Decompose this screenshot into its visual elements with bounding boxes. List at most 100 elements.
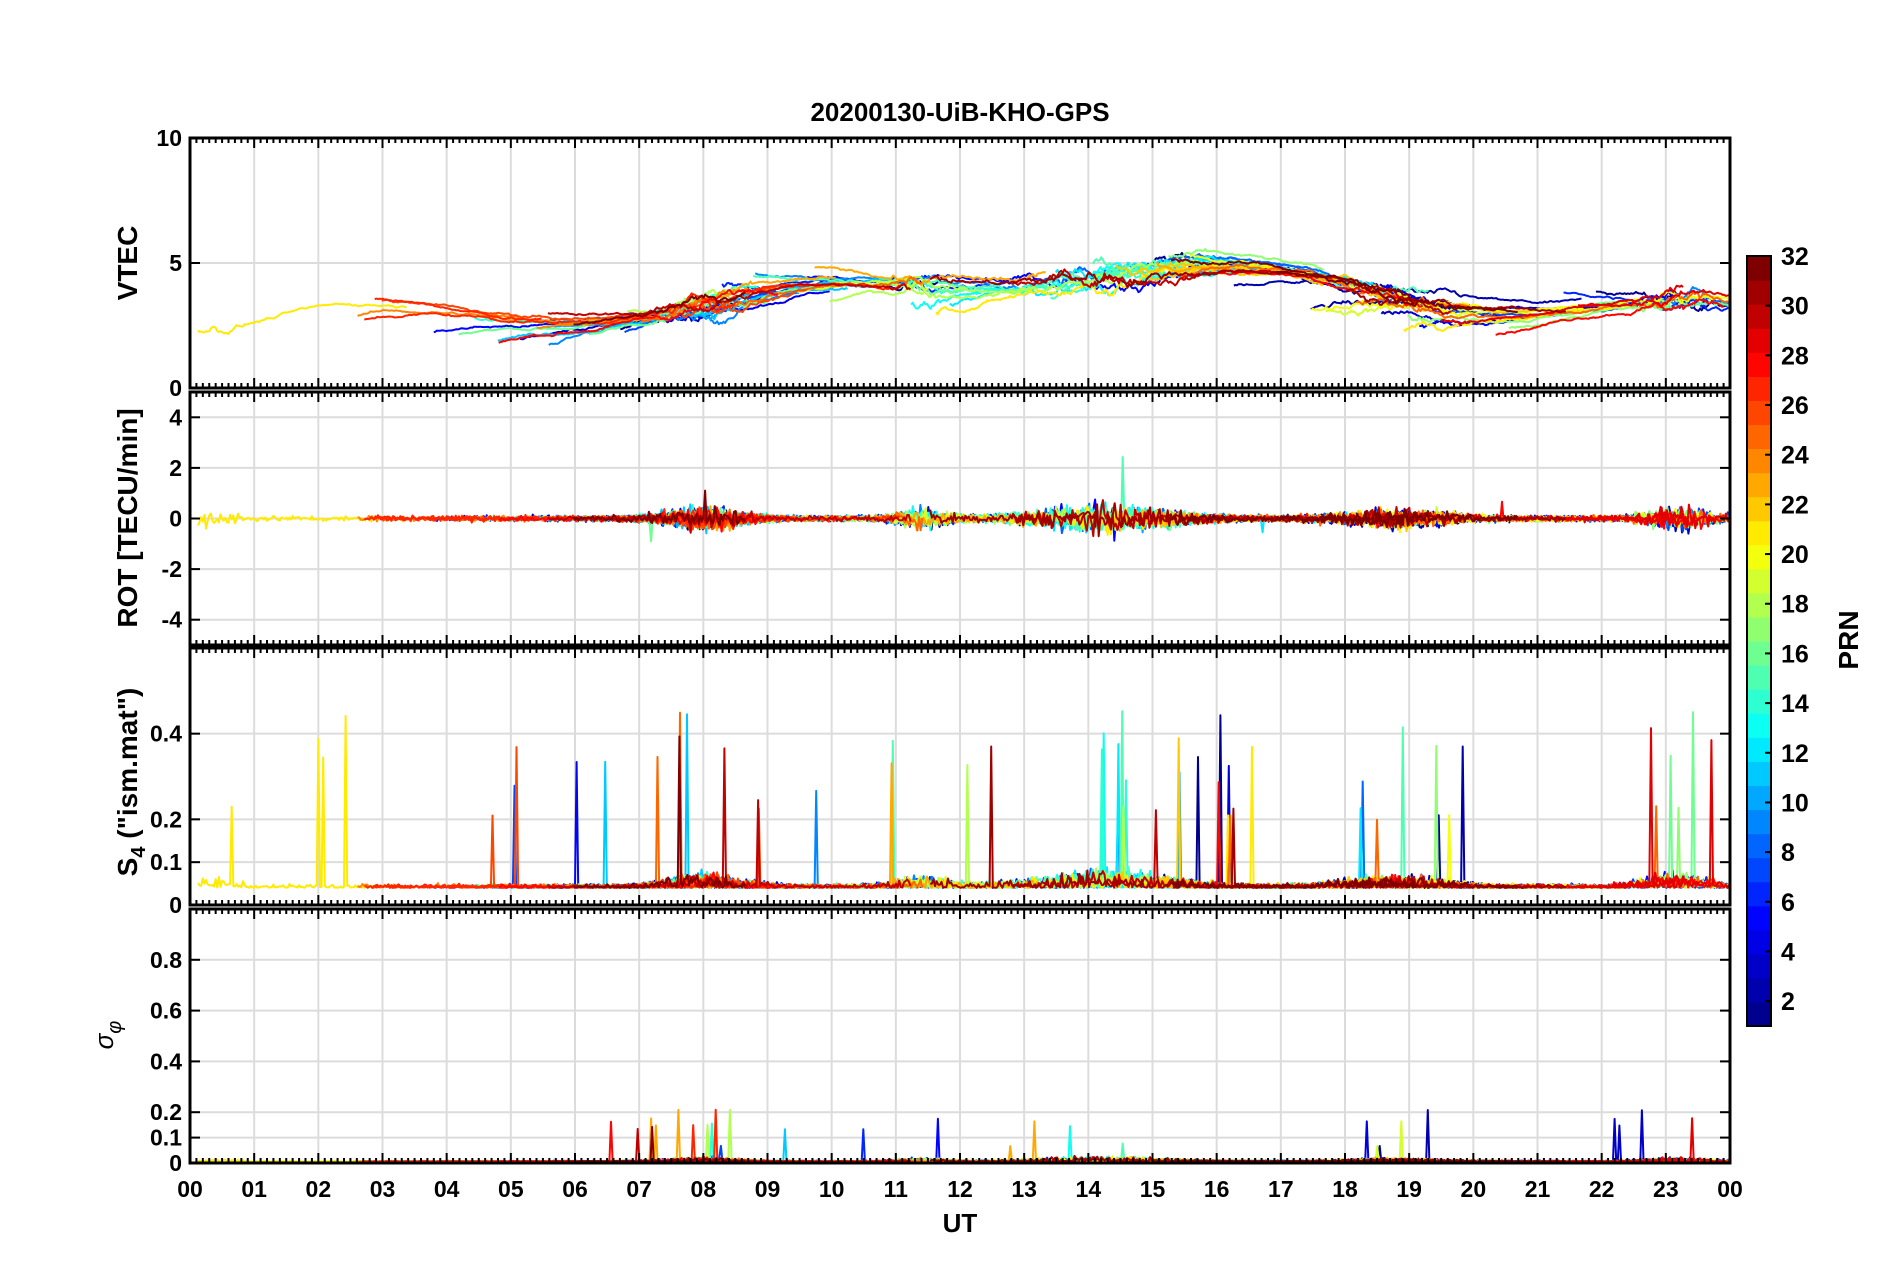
y-tick-label: 0.4 bbox=[150, 721, 182, 747]
series-line-prn-32 bbox=[572, 735, 747, 889]
x-tick-label: 07 bbox=[626, 1176, 652, 1202]
series-line-prn-28 bbox=[1180, 781, 1424, 889]
colorbar-segment bbox=[1747, 448, 1771, 474]
series-group bbox=[197, 710, 1730, 889]
sigma-phi-axis-label-main: σ bbox=[89, 1032, 119, 1049]
x-tick-label: 08 bbox=[691, 1176, 717, 1202]
s4-axis-label-suffix: ("ism.mat") bbox=[112, 688, 143, 847]
series-line-prn-32 bbox=[1275, 507, 1416, 529]
series-line-prn-9 bbox=[754, 789, 1018, 889]
x-tick-label: 05 bbox=[498, 1176, 524, 1202]
x-axis-label: UT bbox=[943, 1208, 978, 1238]
x-tick-label: 21 bbox=[1525, 1176, 1551, 1202]
series-line-prn-18 bbox=[627, 1108, 1032, 1163]
x-tick-label: 13 bbox=[1011, 1176, 1037, 1202]
series-line-prn-31 bbox=[930, 745, 1292, 889]
series-line-prn-29 bbox=[1577, 288, 1730, 308]
x-tick-label: 17 bbox=[1268, 1176, 1294, 1202]
colorbar-segment bbox=[1747, 689, 1771, 714]
series-line-prn-31 bbox=[929, 502, 1293, 538]
x-tick-label: 02 bbox=[306, 1176, 332, 1202]
series-line-prn-15 bbox=[752, 263, 1140, 293]
sigma-phi-panel: 00.10.2 0.4 0.6 0.8 00 01 02 03 04 05 06 07 08 09 10 11… bbox=[150, 907, 1743, 1202]
y-tick-label: 0.8 bbox=[150, 947, 182, 973]
colorbar-segment bbox=[1747, 785, 1771, 811]
series-line-prn-30 bbox=[547, 282, 912, 317]
x-tick-label: 14 bbox=[1076, 1176, 1102, 1202]
series-line-prn-26 bbox=[381, 746, 795, 889]
colorbar-segment bbox=[1747, 376, 1771, 401]
colorbar-tick-label: 14 bbox=[1781, 690, 1809, 718]
colorbar-segment bbox=[1747, 472, 1771, 498]
x-tick-label: 03 bbox=[370, 1176, 396, 1202]
series-line-prn-29 bbox=[1440, 727, 1684, 889]
series-line-prn-29 bbox=[1577, 503, 1730, 530]
series-line-prn-32 bbox=[572, 489, 746, 527]
y-tick-label: 0.2 bbox=[150, 1099, 182, 1125]
series-line-prn-31 bbox=[929, 269, 1292, 289]
colorbar-segment bbox=[1747, 761, 1771, 786]
colorbar-segment bbox=[1747, 905, 1771, 931]
y-tick-label: 0 bbox=[169, 375, 182, 401]
x-tick-label: 06 bbox=[562, 1176, 588, 1202]
colorbar-tick-label: 16 bbox=[1781, 640, 1809, 668]
series-line-prn-8 bbox=[1164, 780, 1421, 889]
series-line-prn-29 bbox=[1577, 739, 1730, 889]
series-group bbox=[197, 1108, 1730, 1163]
x-tick-label: 04 bbox=[434, 1176, 460, 1202]
x-tick-label: 10 bbox=[819, 1176, 845, 1202]
series-group bbox=[197, 248, 1730, 346]
series-line-prn-23 bbox=[814, 762, 1047, 889]
series-line-prn-29 bbox=[1440, 284, 1684, 326]
colorbar-segment bbox=[1747, 544, 1771, 570]
colorbar-tick-label: 18 bbox=[1781, 591, 1809, 619]
chart-title: 20200130-UiB-KHO-GPS bbox=[810, 97, 1109, 127]
series-line-prn-7 bbox=[507, 784, 777, 889]
colorbar-segment bbox=[1747, 496, 1771, 522]
series-line-prn-31 bbox=[1345, 509, 1566, 529]
series-line-prn-21 bbox=[197, 512, 408, 530]
series-line-prn-2 bbox=[1187, 745, 1582, 889]
colorbar-segment bbox=[1747, 713, 1771, 738]
colorbar-segment bbox=[1747, 424, 1771, 450]
vtec-axis-label: VTEC bbox=[112, 226, 143, 301]
x-tick-label: 09 bbox=[755, 1176, 781, 1202]
y-tick-label: 10 bbox=[156, 125, 182, 151]
vtec-panel: 0 5 10 bbox=[156, 125, 1732, 401]
x-tick-label: 01 bbox=[241, 1176, 267, 1202]
colorbar-segment bbox=[1747, 1001, 1771, 1027]
series-line-prn-21 bbox=[935, 262, 1272, 316]
series-line-prn-3 bbox=[1301, 1109, 1710, 1163]
colorbar-tick-label: 30 bbox=[1781, 293, 1809, 321]
series-line-prn-17 bbox=[1168, 248, 1325, 271]
rot-axis-label: ROT [TECU/min] bbox=[112, 408, 143, 627]
colorbar-tick-label: 10 bbox=[1781, 789, 1809, 817]
y-tick-label: 0.6 bbox=[150, 998, 182, 1024]
s4-axis-label-main: S bbox=[112, 858, 143, 877]
y-tick-label: 2 bbox=[169, 455, 182, 481]
series-line-prn-32 bbox=[1275, 876, 1416, 889]
colorbar-segment bbox=[1747, 304, 1771, 329]
y-tick-label: 0 bbox=[169, 1150, 182, 1176]
colorbar-segment bbox=[1747, 616, 1771, 642]
x-tick-label: 00 bbox=[1717, 1176, 1743, 1202]
series-line-prn-32 bbox=[1170, 258, 1518, 314]
x-tick-label: 12 bbox=[947, 1176, 973, 1202]
x-tick-label: 19 bbox=[1396, 1176, 1422, 1202]
series-line-prn-27 bbox=[374, 297, 542, 322]
colorbar-frame bbox=[1746, 255, 1772, 1027]
colorbar-segment bbox=[1747, 737, 1771, 762]
colorbar-segment bbox=[1747, 568, 1771, 594]
series-line-prn-32 bbox=[573, 291, 746, 326]
y-tick-label: 0.4 bbox=[150, 1048, 182, 1074]
s4-panel: 0 0.1 0.2 0.4 bbox=[150, 646, 1732, 918]
colorbar-segment bbox=[1747, 665, 1771, 690]
colorbar-segment bbox=[1747, 328, 1771, 353]
x-tick-label: 15 bbox=[1140, 1176, 1166, 1202]
s4-axis-label: S4 ("ism.mat") bbox=[112, 688, 150, 877]
colorbar-tick-label: 2 bbox=[1781, 988, 1795, 1016]
series-line-prn-27 bbox=[364, 1108, 739, 1163]
y-tick-label: -2 bbox=[162, 556, 182, 582]
